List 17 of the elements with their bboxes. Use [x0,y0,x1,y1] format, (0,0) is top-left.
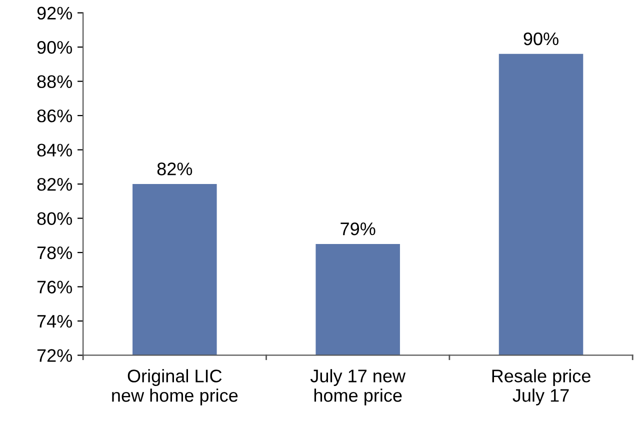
x-tick-label: Resale price July 17 [492,369,590,406]
y-tick-label: 80% [37,212,72,225]
y-tick-label: 78% [37,246,72,260]
data-label: 90% [524,32,558,46]
y-tick-label: 74% [37,315,72,328]
y-tick-label: 84% [37,144,72,157]
data-label: 82% [157,162,192,176]
y-tick-label: 72% [37,349,72,362]
y-tick-label: 76% [37,280,72,294]
y-tick-label: 92% [37,6,72,20]
y-tick-label: 88% [37,75,72,88]
y-tick-label: 82% [37,178,72,191]
x-tick-label: Original LIC new home price [112,369,238,406]
data-label: 79% [340,222,376,236]
y-tick-label: 90% [37,41,72,54]
y-tick-label: 86% [37,109,72,122]
x-tick-label: July 17 new home price [310,369,406,406]
